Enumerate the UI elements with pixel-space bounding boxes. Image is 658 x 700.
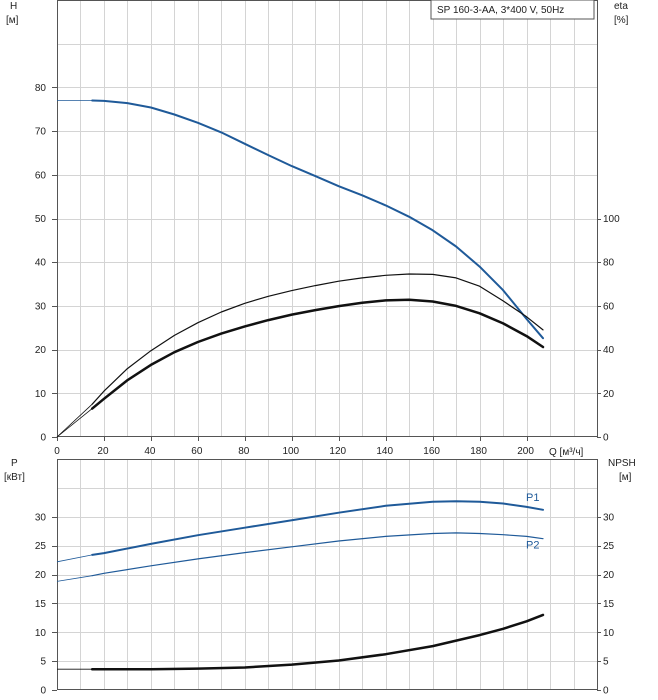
y-tick-label: 70 <box>35 127 47 138</box>
y2-tick-label: 25 <box>603 541 615 552</box>
y2-tick-label: 80 <box>603 258 615 269</box>
head-efficiency-plot: 0 10 20 30 40 50 60 70 80 0 20 40 60 80 100 0 20 40 60 80 10… <box>35 0 620 457</box>
top-series-1-extension <box>56 403 93 438</box>
series-label-p1: P1 <box>526 492 539 504</box>
y2-axis-label-eta: eta <box>614 1 628 12</box>
y2-tick-label: 20 <box>603 389 615 400</box>
y-tick-label: 20 <box>35 570 47 581</box>
top-series-2-extension <box>56 408 93 438</box>
y2-tick-label: 20 <box>603 570 615 581</box>
bottom-series-0-extension <box>56 554 93 563</box>
y2-axis-label-npsh: NPSH <box>608 458 636 469</box>
x-tick-label: 120 <box>329 446 346 457</box>
y-tick-label: 5 <box>40 657 46 668</box>
bottom-series-0-line <box>91 500 544 556</box>
y-tick-label: 80 <box>35 83 47 94</box>
x-tick-label: 100 <box>282 446 299 457</box>
x-tick-label: 40 <box>144 446 156 457</box>
bottom-series-1-line <box>91 532 544 577</box>
x-tick-label: 200 <box>517 446 534 457</box>
power-npsh-plot: 0 5 10 15 20 25 30 0 5 10 15 20 25 30 P1 P2 <box>35 459 615 697</box>
x-tick-label: 60 <box>191 446 203 457</box>
y-tick-label: 10 <box>35 628 47 639</box>
series-label-p2: P2 <box>526 540 539 552</box>
y2-tick-label: 15 <box>603 599 615 610</box>
y2-tick-label: 60 <box>603 301 615 312</box>
y-tick-label: 60 <box>35 170 47 181</box>
bottom-series-1-extension <box>56 575 93 582</box>
y2-tick-label: 30 <box>603 512 615 523</box>
y2-axis-unit-eta: [%] <box>614 15 629 26</box>
y-tick-label: 10 <box>35 389 47 400</box>
y2-tick-label: 5 <box>603 657 609 668</box>
x-tick-label: 140 <box>376 446 393 457</box>
y-tick-label: 25 <box>35 541 47 552</box>
x-axis-label-q: Q [м³/ч] <box>549 447 584 458</box>
y2-tick-label: 0 <box>603 433 609 444</box>
x-tick-label: 180 <box>470 446 487 457</box>
y2-tick-label: 0 <box>603 686 609 697</box>
y-tick-label: 30 <box>35 301 47 312</box>
y-axis-unit-p: [кВт] <box>4 472 25 483</box>
top-series-1-line <box>91 273 544 405</box>
y-axis-unit-h: [м] <box>6 15 19 26</box>
title-box <box>430 0 595 20</box>
y-tick-label: 20 <box>35 345 47 356</box>
y2-tick-label: 100 <box>603 214 620 225</box>
bottom-series-2-line <box>90 613 545 671</box>
y-tick-label: 30 <box>35 512 47 523</box>
top-series-0-line <box>91 99 544 340</box>
y-tick-label: 40 <box>35 258 47 269</box>
y-tick-label: 50 <box>35 214 47 225</box>
y-axis-label-p: P <box>11 458 18 469</box>
top-series-2-line <box>90 298 545 410</box>
plot-frame <box>57 0 598 437</box>
y-tick-label: 0 <box>40 433 46 444</box>
plot-frame <box>57 459 598 690</box>
y2-tick-label: 10 <box>603 628 615 639</box>
y-tick-label: 0 <box>40 686 46 697</box>
x-tick-label: 20 <box>97 446 109 457</box>
x-tick-label: 160 <box>423 446 440 457</box>
chart-title: SP 160-3-AA, 3*400 V, 50Hz <box>437 5 564 16</box>
y-tick-label: 15 <box>35 599 47 610</box>
x-tick-label: 80 <box>238 446 250 457</box>
y2-axis-unit-npsh: [м] <box>619 472 632 483</box>
y2-tick-label: 40 <box>603 345 615 356</box>
x-tick-label: 0 <box>54 446 60 457</box>
y-axis-label-h: H <box>10 1 17 12</box>
